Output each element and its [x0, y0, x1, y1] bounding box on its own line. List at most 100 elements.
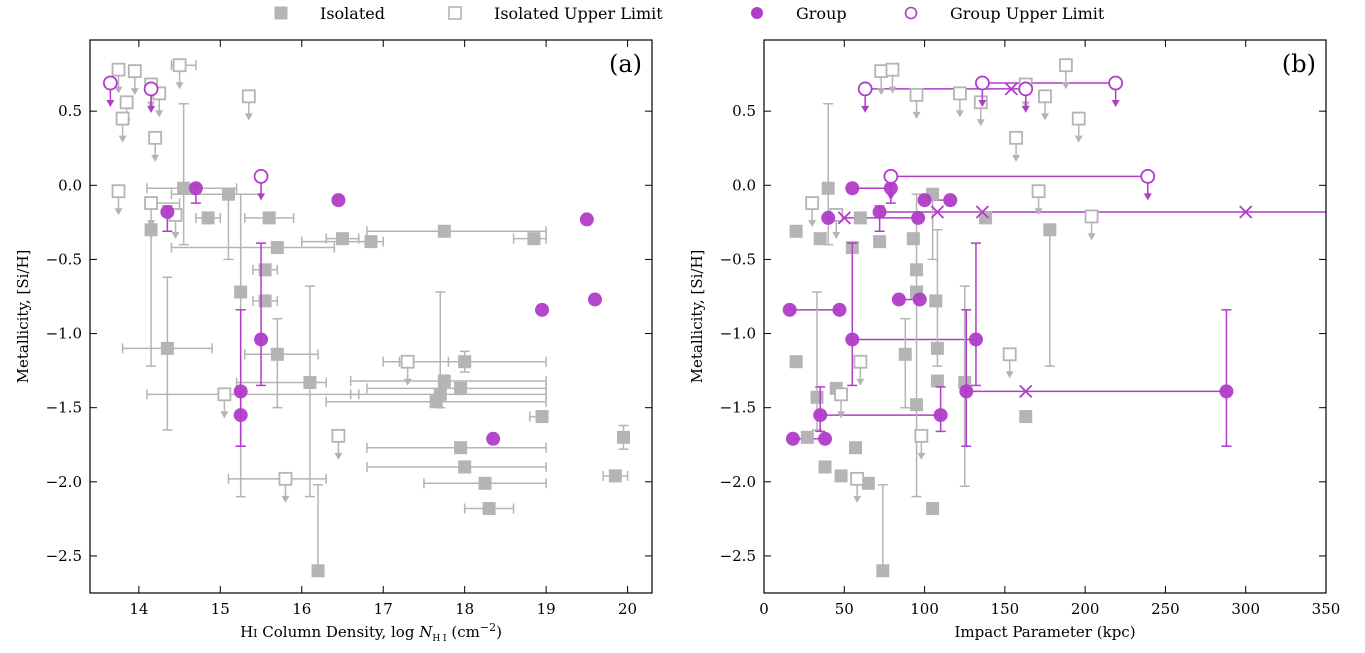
group-point — [832, 302, 847, 317]
y-axis-label: Metallicity, [Si/H] — [688, 250, 706, 384]
isolated-point — [221, 187, 235, 201]
isolated-upper-limit-arrow-head — [281, 495, 290, 503]
isolated-upper-limit-arrow-head — [171, 231, 180, 239]
group-upper-limit-arrow-head — [1021, 105, 1030, 113]
legend-label: Group Upper Limit — [950, 4, 1105, 23]
isolated-point — [144, 223, 158, 237]
isolated-point — [929, 294, 943, 308]
isolated-upper-limit-arrow-head — [837, 411, 846, 419]
isolated-point — [789, 224, 803, 238]
isolated-upper-limit — [278, 471, 293, 486]
isolated-point — [234, 285, 248, 299]
isolated-upper-limit — [1002, 347, 1017, 362]
x-tick-label: 14 — [129, 600, 148, 618]
legend-marker-isolated-upper-limit — [448, 6, 462, 20]
isolated-point — [821, 181, 835, 195]
y-tick-label: −0.5 — [720, 250, 756, 268]
isolated-upper-limit-arrow-head — [853, 495, 862, 503]
isolated-upper-limit-arrow-head — [1087, 233, 1096, 241]
y-tick-label: −0.5 — [46, 250, 82, 268]
legend-label: Group — [796, 4, 847, 23]
isolated-upper-limit-arrow-head — [151, 154, 160, 162]
isolated-point — [616, 430, 630, 444]
isolated-upper-limit — [805, 196, 820, 210]
isolated-point — [853, 211, 867, 225]
isolated-upper-limit — [909, 87, 924, 102]
isolated-point — [800, 430, 814, 444]
group-point — [579, 212, 594, 227]
y-tick-label: −1.5 — [46, 399, 82, 417]
isolated-point — [979, 211, 993, 225]
group-upper-limit — [1018, 81, 1034, 97]
group-point — [891, 292, 906, 307]
isolated-upper-limit — [331, 428, 346, 443]
isolated-upper-limit-arrow-head — [220, 411, 229, 419]
isolated-upper-limit-arrow-head — [1012, 154, 1021, 162]
isolated-upper-limit-arrow-head — [114, 86, 123, 94]
group-point — [782, 302, 797, 317]
isolated-upper-limit — [850, 471, 865, 486]
isolated-point — [454, 441, 468, 455]
group-point — [535, 302, 550, 317]
group-upper-limit — [143, 81, 159, 97]
panel-b-metallicity-vs-impact-parameter: 0 50 100 150 200 250 300 350 −2.5 −2.0 −1.5 −1.0 −0.… — [688, 39, 1340, 641]
group-point — [845, 332, 860, 347]
isolated-point — [482, 501, 496, 515]
x-tick-label: 100 — [910, 600, 939, 618]
isolated-upper-limit-arrow-head — [114, 208, 123, 216]
isolated-upper-limit — [217, 387, 232, 402]
isolated-upper-limit — [119, 95, 134, 110]
group-upper-limit — [102, 75, 118, 91]
x-tick-label: 300 — [1231, 600, 1260, 618]
isolated-point — [849, 441, 863, 455]
isolated-point — [930, 341, 944, 355]
legend-marker-group-upper-limit — [904, 6, 918, 20]
isolated-point — [910, 263, 924, 277]
isolated-upper-limit-arrow-head — [130, 88, 139, 96]
group-upper-limit — [1108, 75, 1124, 91]
isolated-point — [818, 460, 832, 474]
x-tick-label: 19 — [537, 600, 556, 618]
isolated-upper-limit — [874, 64, 889, 79]
isolated-upper-limit — [111, 184, 126, 199]
x-tick-label: 17 — [374, 600, 393, 618]
plot-frame — [89, 39, 653, 594]
x-axis-label: Impact Parameter (kpc) — [954, 623, 1135, 641]
y-tick-label: −1.5 — [720, 399, 756, 417]
isolated-upper-limit — [172, 58, 187, 73]
isolated-point — [906, 232, 920, 246]
isolated-point — [201, 211, 215, 225]
group-point — [872, 204, 887, 219]
group-center-marker — [975, 205, 990, 219]
y-tick-label: 0.5 — [732, 102, 756, 120]
isolated-point — [834, 469, 848, 483]
isolated-point — [311, 564, 325, 578]
isolated-upper-limit-arrow-head — [856, 378, 865, 386]
group-point — [818, 431, 833, 446]
isolated-upper-limit — [1058, 58, 1073, 73]
isolated-upper-limit-arrow-head — [1034, 208, 1043, 216]
isolated-upper-limit-arrow-head — [976, 119, 985, 127]
isolated-point — [873, 235, 887, 249]
group-upper-limit — [883, 168, 899, 184]
isolated-point — [258, 263, 272, 277]
isolated-upper-limit-arrow-head — [403, 378, 412, 386]
isolated-upper-limit — [1038, 89, 1052, 104]
isolated-point — [433, 387, 447, 401]
isolated-upper-limit-arrow-head — [175, 82, 184, 90]
isolated-upper-limit — [1071, 111, 1086, 126]
isolated-upper-limit-arrow-head — [1041, 113, 1049, 121]
isolated-upper-limit-arrow-head — [155, 110, 164, 118]
group-upper-limit — [974, 75, 990, 91]
y-tick-label: −2.0 — [720, 473, 756, 491]
isolated-upper-limit-arrow-head — [1005, 371, 1014, 379]
group-point — [233, 408, 248, 423]
y-tick-label: 0.0 — [58, 176, 82, 194]
isolated-point — [437, 224, 451, 238]
group-point — [959, 384, 974, 399]
x-tick-label: 15 — [211, 600, 230, 618]
x-tick-label: 20 — [618, 600, 637, 618]
isolated-point — [270, 347, 284, 361]
group-upper-limit-arrow-head — [886, 193, 895, 201]
isolated-upper-limit-arrow-head — [912, 111, 921, 119]
